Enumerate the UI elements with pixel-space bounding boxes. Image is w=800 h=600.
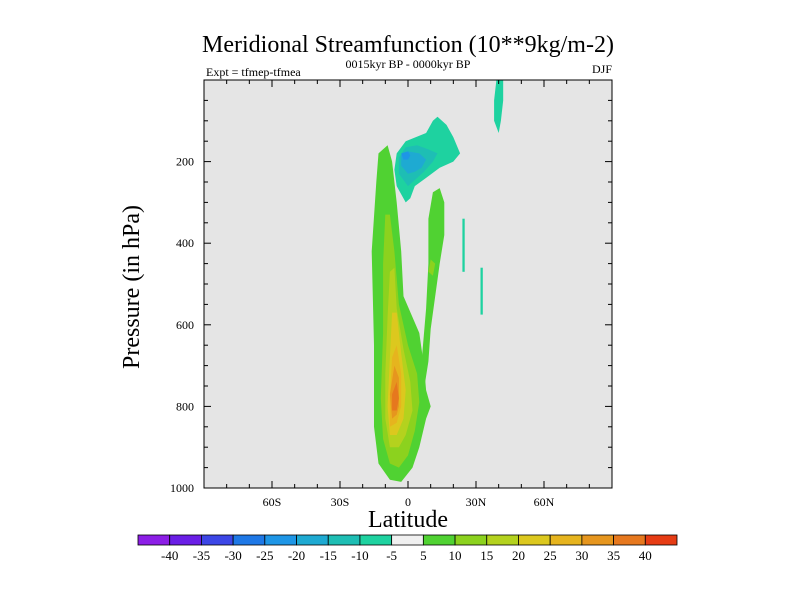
x-tick-label: 60S — [263, 495, 282, 509]
contour-positive-tongue-north — [421, 188, 445, 391]
season-label: DJF — [592, 62, 612, 76]
colorbar-label: 35 — [607, 548, 620, 563]
colorbar-swatch — [454, 534, 488, 546]
colorbar-label: -25 — [256, 548, 273, 563]
x-axis-ticks: 60S 30S 0 30N 60N — [203, 80, 613, 509]
colorbar-swatch — [296, 534, 329, 546]
colorbar-label: 40 — [639, 548, 652, 563]
y-tick-label: 1000 — [170, 481, 194, 495]
x-tick-label: 60N — [534, 495, 555, 509]
y-axis-ticks: 200 400 600 800 1000 — [170, 79, 612, 495]
colorbar-label: -35 — [193, 548, 210, 563]
x-tick-label: 0 — [405, 495, 411, 509]
contour-negative-cell-20 — [401, 151, 411, 160]
colorbar-swatch — [581, 534, 614, 546]
contour-positive-cell-35 — [392, 381, 399, 411]
y-tick-label: 200 — [176, 155, 194, 169]
colorbar-label: -20 — [288, 548, 305, 563]
colorbar-swatch — [391, 534, 424, 546]
x-tick-label: 30S — [331, 495, 350, 509]
colorbar-label: 5 — [420, 548, 427, 563]
colorbar-swatch — [549, 534, 583, 546]
colorbar-swatch — [264, 534, 297, 546]
contour-negative-streak-low — [480, 267, 483, 315]
colorbar-swatch — [422, 534, 456, 546]
colorbar-label: -30 — [224, 548, 241, 563]
contour-negative-streak-mid — [462, 218, 465, 272]
colorbar-label: 15 — [480, 548, 493, 563]
y-tick-label: 800 — [176, 399, 194, 413]
colorbar-label: -15 — [320, 548, 337, 563]
colorbar-swatch — [359, 534, 393, 546]
period-label: 0015kyr BP - 0000kyr BP — [346, 57, 471, 71]
colorbar-label: 20 — [512, 548, 525, 563]
x-tick-label: 30N — [466, 495, 487, 509]
experiment-label: Expt = tfmep-tfmea — [206, 65, 301, 79]
y-tick-label: 600 — [176, 318, 194, 332]
colorbar-swatch — [169, 534, 202, 546]
colorbar-label: 10 — [449, 548, 462, 563]
x-axis-label: Latitude — [368, 507, 448, 533]
colorbar-swatch — [201, 534, 234, 546]
colorbar: -40 -35 -30 -25 -20 -15 -10 -5 5 10 15 20 25 30 35 40 — [137, 534, 678, 563]
colorbar-swatch — [137, 534, 171, 546]
colorbar-label: -10 — [351, 548, 368, 563]
contour-fills — [371, 80, 504, 482]
contour-positive-tongue-blob — [428, 259, 436, 276]
colorbar-label: 30 — [575, 548, 588, 563]
colorbar-swatch — [613, 534, 646, 546]
y-tick-label: 400 — [176, 236, 194, 250]
colorbar-swatch — [327, 534, 361, 546]
colorbar-swatch — [518, 534, 551, 546]
colorbar-label: -5 — [386, 548, 397, 563]
colorbar-swatch — [486, 534, 519, 546]
contour-negative-streak-upper — [494, 80, 504, 133]
colorbar-swatch — [232, 534, 266, 546]
colorbar-label: -40 — [161, 548, 178, 563]
colorbar-label: 25 — [544, 548, 557, 563]
chart-title: Meridional Streamfunction (10**9kg/m-2) — [202, 32, 614, 58]
y-axis-label: Pressure (in hPa) — [119, 205, 145, 369]
colorbar-swatch — [644, 534, 678, 546]
